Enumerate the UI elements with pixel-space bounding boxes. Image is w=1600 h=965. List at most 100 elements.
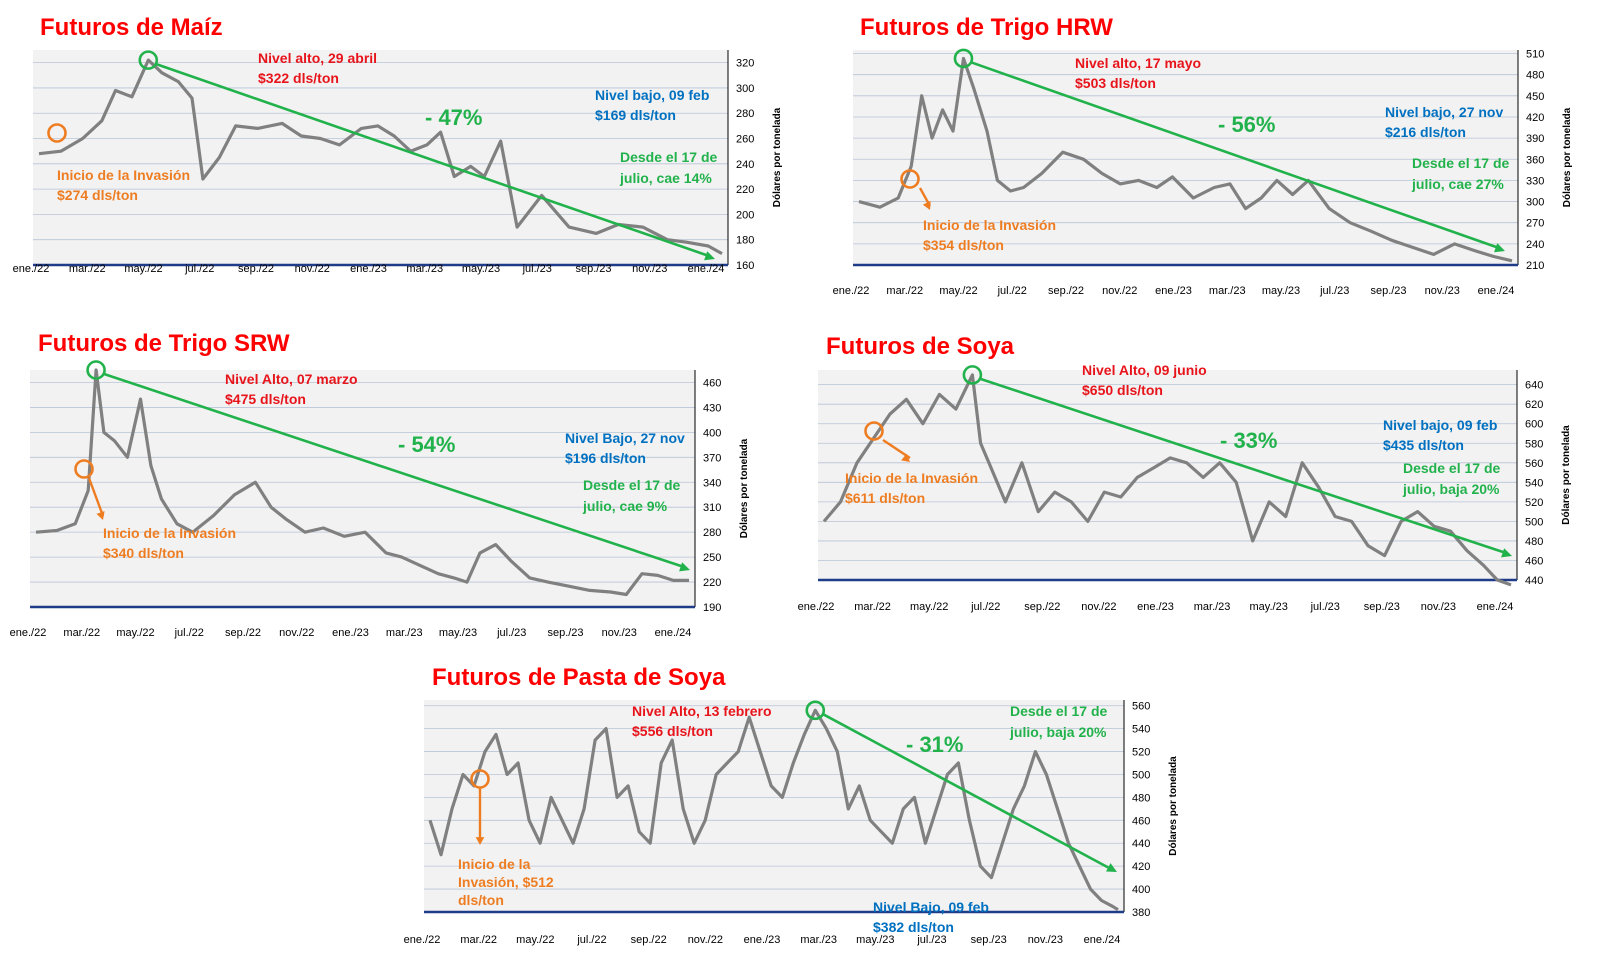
x-tick-label: nov./22 bbox=[1102, 285, 1137, 297]
chart-title: Futuros de Trigo SRW bbox=[38, 330, 290, 357]
x-tick-label: may./22 bbox=[910, 601, 948, 613]
x-tick-label: ene./24 bbox=[655, 627, 692, 639]
low-price: $169 dls/ton bbox=[595, 107, 676, 123]
x-tick-label: nov./22 bbox=[688, 934, 723, 946]
y-tick-label: 370 bbox=[703, 452, 721, 464]
high-price: $556 dls/ton bbox=[632, 723, 713, 739]
x-tick-label: may./23 bbox=[462, 263, 500, 275]
y-tick-label: 440 bbox=[1132, 838, 1150, 850]
invasion-label: Inicio de la Invasión bbox=[923, 217, 1056, 233]
trend-arrow-line bbox=[822, 713, 1112, 871]
trend-arrow-head bbox=[1494, 243, 1505, 253]
trend-arrow-head bbox=[679, 562, 690, 572]
y-tick-label: 220 bbox=[703, 577, 721, 589]
since-july-label: julio, cae 9% bbox=[582, 498, 668, 514]
y-axis-label: Dólares por tonelada bbox=[739, 438, 750, 538]
x-tick-label: jul./22 bbox=[576, 934, 606, 946]
y-tick-label: 520 bbox=[1525, 497, 1543, 509]
x-tick-label: nov./22 bbox=[295, 263, 330, 275]
y-tick-label: 390 bbox=[1526, 133, 1544, 145]
invasion-label: Inicio de la Invasión bbox=[57, 167, 190, 183]
y-tick-label: 540 bbox=[1525, 477, 1543, 489]
y-tick-label: 200 bbox=[736, 209, 754, 221]
high-marker bbox=[962, 365, 983, 385]
x-tick-label: nov./23 bbox=[1425, 285, 1460, 297]
x-tick-label: mar./22 bbox=[886, 285, 923, 297]
since-july-label: Desde el 17 de bbox=[583, 477, 680, 493]
x-tick-label: jul./22 bbox=[997, 285, 1027, 297]
y-tick-label: 210 bbox=[1526, 260, 1544, 272]
x-tick-label: nov./23 bbox=[632, 263, 667, 275]
x-tick-label: may./22 bbox=[124, 263, 162, 275]
low-price: $216 dls/ton bbox=[1385, 124, 1466, 140]
invasion-arrow-head bbox=[922, 201, 931, 210]
y-tick-label: 520 bbox=[1132, 747, 1150, 759]
y-tick-label: 310 bbox=[703, 502, 721, 514]
y-tick-label: 540 bbox=[1132, 724, 1150, 736]
invasion-marker bbox=[74, 459, 94, 479]
high-marker bbox=[138, 50, 159, 70]
high-price: $475 dls/ton bbox=[225, 391, 306, 407]
y-tick-label: 260 bbox=[736, 134, 754, 146]
x-tick-label: mar./23 bbox=[386, 627, 423, 639]
low-label: Nivel Bajo, 09 feb bbox=[873, 899, 989, 915]
x-tick-label: ene./22 bbox=[13, 263, 50, 275]
percent-change: - 33% bbox=[1220, 428, 1277, 453]
x-tick-label: jul./23 bbox=[1310, 601, 1340, 613]
y-tick-label: 160 bbox=[736, 260, 754, 272]
x-tick-label: nov./23 bbox=[602, 627, 637, 639]
y-tick-label: 560 bbox=[1132, 701, 1150, 713]
y-tick-label: 640 bbox=[1525, 380, 1543, 392]
y-tick-label: 360 bbox=[1526, 154, 1544, 166]
chart-title: Futuros de Maíz bbox=[40, 14, 223, 41]
x-tick-label: nov./22 bbox=[279, 627, 314, 639]
percent-change: - 56% bbox=[1218, 112, 1275, 137]
x-tick-label: sep./23 bbox=[1370, 285, 1406, 297]
y-tick-label: 430 bbox=[703, 402, 721, 414]
price-line bbox=[35, 368, 689, 597]
y-tick-label: 620 bbox=[1525, 399, 1543, 411]
x-tick-label: ene./22 bbox=[798, 601, 835, 613]
x-tick-label: jul./22 bbox=[184, 263, 214, 275]
high-label: Nivel alto, 29 abril bbox=[258, 50, 377, 66]
since-july-label: julio, cae 27% bbox=[1411, 176, 1504, 192]
chart-pasta: 380 400 420 440 460 480 500 520 540 560 ene./22 mar… bbox=[404, 664, 1179, 946]
x-tick-label: sep./22 bbox=[631, 934, 667, 946]
y-tick-label: 420 bbox=[1132, 861, 1150, 873]
invasion-marker bbox=[47, 123, 67, 143]
trend-arrow-line bbox=[155, 62, 710, 258]
high-label: Nivel Alto, 09 junio bbox=[1082, 362, 1207, 378]
y-tick-label: 480 bbox=[1526, 70, 1544, 82]
x-tick-label: ene./24 bbox=[688, 263, 725, 275]
x-tick-label: ene./22 bbox=[10, 627, 47, 639]
chart-title: Futuros de Trigo HRW bbox=[860, 14, 1113, 41]
y-tick-label: 580 bbox=[1525, 438, 1543, 450]
invasion-price: $354 dls/ton bbox=[923, 237, 1004, 253]
x-tick-label: may./22 bbox=[116, 627, 154, 639]
y-tick-label: 480 bbox=[1132, 792, 1150, 804]
x-tick-label: jul./22 bbox=[174, 627, 204, 639]
y-tick-label: 450 bbox=[1526, 91, 1544, 103]
invasion-label: Inicio de la Invasión bbox=[845, 470, 978, 486]
invasion-marker bbox=[864, 421, 884, 441]
invasion-label: Inicio de la Invasión bbox=[103, 525, 236, 541]
y-tick-label: 400 bbox=[703, 427, 721, 439]
invasion-label: Inicio de la bbox=[458, 856, 531, 872]
x-tick-label: jul./23 bbox=[522, 263, 552, 275]
y-axis-label: Dólares por tonelada bbox=[772, 107, 783, 207]
y-tick-label: 400 bbox=[1132, 884, 1150, 896]
y-tick-label: 300 bbox=[736, 83, 754, 95]
y-tick-label: 300 bbox=[1526, 197, 1544, 209]
low-price: $382 dls/ton bbox=[873, 919, 954, 935]
x-tick-label: mar./23 bbox=[800, 934, 837, 946]
y-tick-label: 460 bbox=[1132, 815, 1150, 827]
x-tick-label: ene./23 bbox=[332, 627, 369, 639]
x-tick-label: ene./24 bbox=[1477, 601, 1514, 613]
invasion-price: $340 dls/ton bbox=[103, 545, 184, 561]
since-july-label: Desde el 17 de bbox=[1010, 703, 1107, 719]
y-tick-label: 330 bbox=[1526, 175, 1544, 187]
x-tick-label: jul./23 bbox=[496, 627, 526, 639]
price-line bbox=[858, 56, 1513, 263]
invasion-marker bbox=[470, 769, 490, 789]
percent-change: - 47% bbox=[425, 105, 482, 130]
